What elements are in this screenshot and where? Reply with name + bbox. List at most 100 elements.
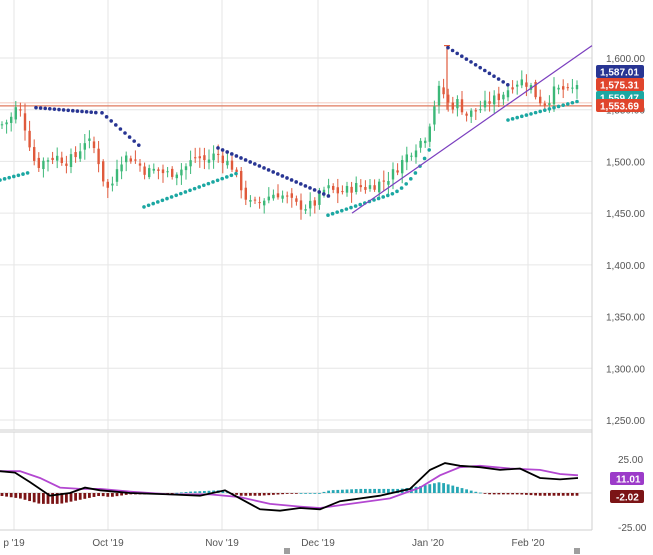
sar-dot	[349, 205, 353, 210]
macd-histogram-bar	[97, 493, 100, 497]
candle	[368, 179, 372, 192]
sar-dot	[280, 174, 285, 178]
sar-dot	[556, 104, 561, 109]
grid	[0, 0, 593, 531]
candle-body	[226, 160, 229, 166]
macd-histogram-bar	[23, 493, 27, 500]
macd-histogram-bar	[46, 493, 50, 504]
candle	[120, 156, 123, 180]
candle-body	[345, 185, 349, 193]
macd-histogram-bar	[368, 488, 372, 493]
sar-dot	[312, 188, 317, 192]
candle-body	[65, 163, 68, 166]
price-badges: 1,587.011,575.311,559.471,553.6911.01-2.…	[596, 65, 644, 504]
macd-histogram-bar	[239, 493, 243, 496]
macd-histogram-bar	[359, 488, 363, 493]
candle-body	[125, 155, 128, 163]
candle-body	[456, 99, 459, 109]
candle-body	[148, 168, 151, 178]
sar-dot	[114, 123, 118, 127]
candle-body	[474, 110, 477, 112]
price-badge-bg	[596, 78, 644, 91]
sar-dot	[216, 146, 220, 150]
macd-histogram-bar	[456, 486, 459, 493]
candle-body	[230, 160, 234, 170]
candle-body	[336, 187, 339, 194]
macd-histogram-bar	[272, 493, 275, 495]
macd-histogram-bar	[0, 493, 4, 496]
candle	[506, 83, 510, 102]
candle-body	[557, 87, 560, 90]
candle	[396, 163, 399, 176]
sar-dot	[234, 171, 238, 176]
macd-histogram-bar	[115, 493, 119, 497]
macd-histogram-bar	[571, 493, 574, 496]
candle-body	[548, 103, 551, 106]
sar-dot	[390, 191, 395, 196]
candle	[276, 184, 280, 200]
x-tick-label: Feb '20	[511, 538, 544, 549]
sar-dot	[174, 193, 178, 198]
candle	[5, 119, 8, 134]
sar-dot	[156, 200, 160, 204]
candle-body	[88, 138, 91, 141]
macd-histogram-bar	[552, 493, 556, 496]
candle	[92, 136, 96, 154]
candle-body	[506, 90, 510, 98]
candle-body	[175, 174, 178, 179]
macd-histogram-bar	[354, 489, 358, 493]
macd-signal-line	[0, 464, 579, 509]
candle-body	[244, 187, 247, 200]
sar-dot	[330, 211, 335, 216]
macd-histogram-bar	[37, 493, 41, 504]
candle-body	[401, 160, 404, 174]
candle-body	[424, 140, 427, 144]
sar-dot	[104, 115, 109, 119]
sar-dot	[118, 127, 123, 131]
candle	[534, 79, 537, 100]
macd-histogram-bar	[295, 493, 298, 494]
sar-dot	[381, 195, 386, 199]
macd-histogram-bar	[212, 490, 215, 493]
macd-histogram-bar	[124, 493, 128, 495]
sar-dot	[455, 51, 460, 56]
macd-histogram-bar	[5, 493, 8, 497]
candle-body	[483, 100, 487, 108]
price-badge-bg	[596, 65, 644, 78]
candle	[161, 164, 165, 183]
candle-body	[14, 107, 17, 120]
candle	[171, 166, 174, 180]
macd-histogram-bar	[111, 493, 114, 497]
price-badge: 1,587.01	[596, 65, 644, 79]
candle-body	[387, 181, 390, 185]
sar-dot	[395, 189, 399, 194]
candle	[244, 180, 247, 206]
sar-dot	[7, 175, 11, 180]
candle-body	[373, 185, 376, 190]
candle-body	[543, 103, 546, 106]
trendline	[351, 45, 593, 214]
candle	[56, 147, 59, 169]
candle	[516, 80, 519, 95]
macd-histogram-bar	[304, 493, 307, 494]
macd-histogram-bar	[391, 488, 395, 493]
candle-body	[419, 140, 422, 148]
candle	[33, 139, 36, 166]
candle-body	[493, 95, 496, 105]
sar-dot	[25, 171, 30, 175]
candles	[0, 44, 579, 220]
sar-dot	[326, 213, 330, 218]
sar-dot	[446, 45, 450, 50]
sar-dot	[165, 196, 169, 201]
sar-dot	[132, 139, 136, 143]
candle-body	[552, 86, 556, 105]
macd-histogram-bar	[203, 490, 206, 493]
candle	[382, 170, 385, 191]
sar-dot	[510, 117, 515, 121]
sar-dot	[12, 174, 16, 179]
candle	[175, 172, 178, 186]
macd-histogram-bar	[437, 482, 441, 493]
sar-dot	[450, 48, 455, 53]
candle	[497, 86, 500, 108]
